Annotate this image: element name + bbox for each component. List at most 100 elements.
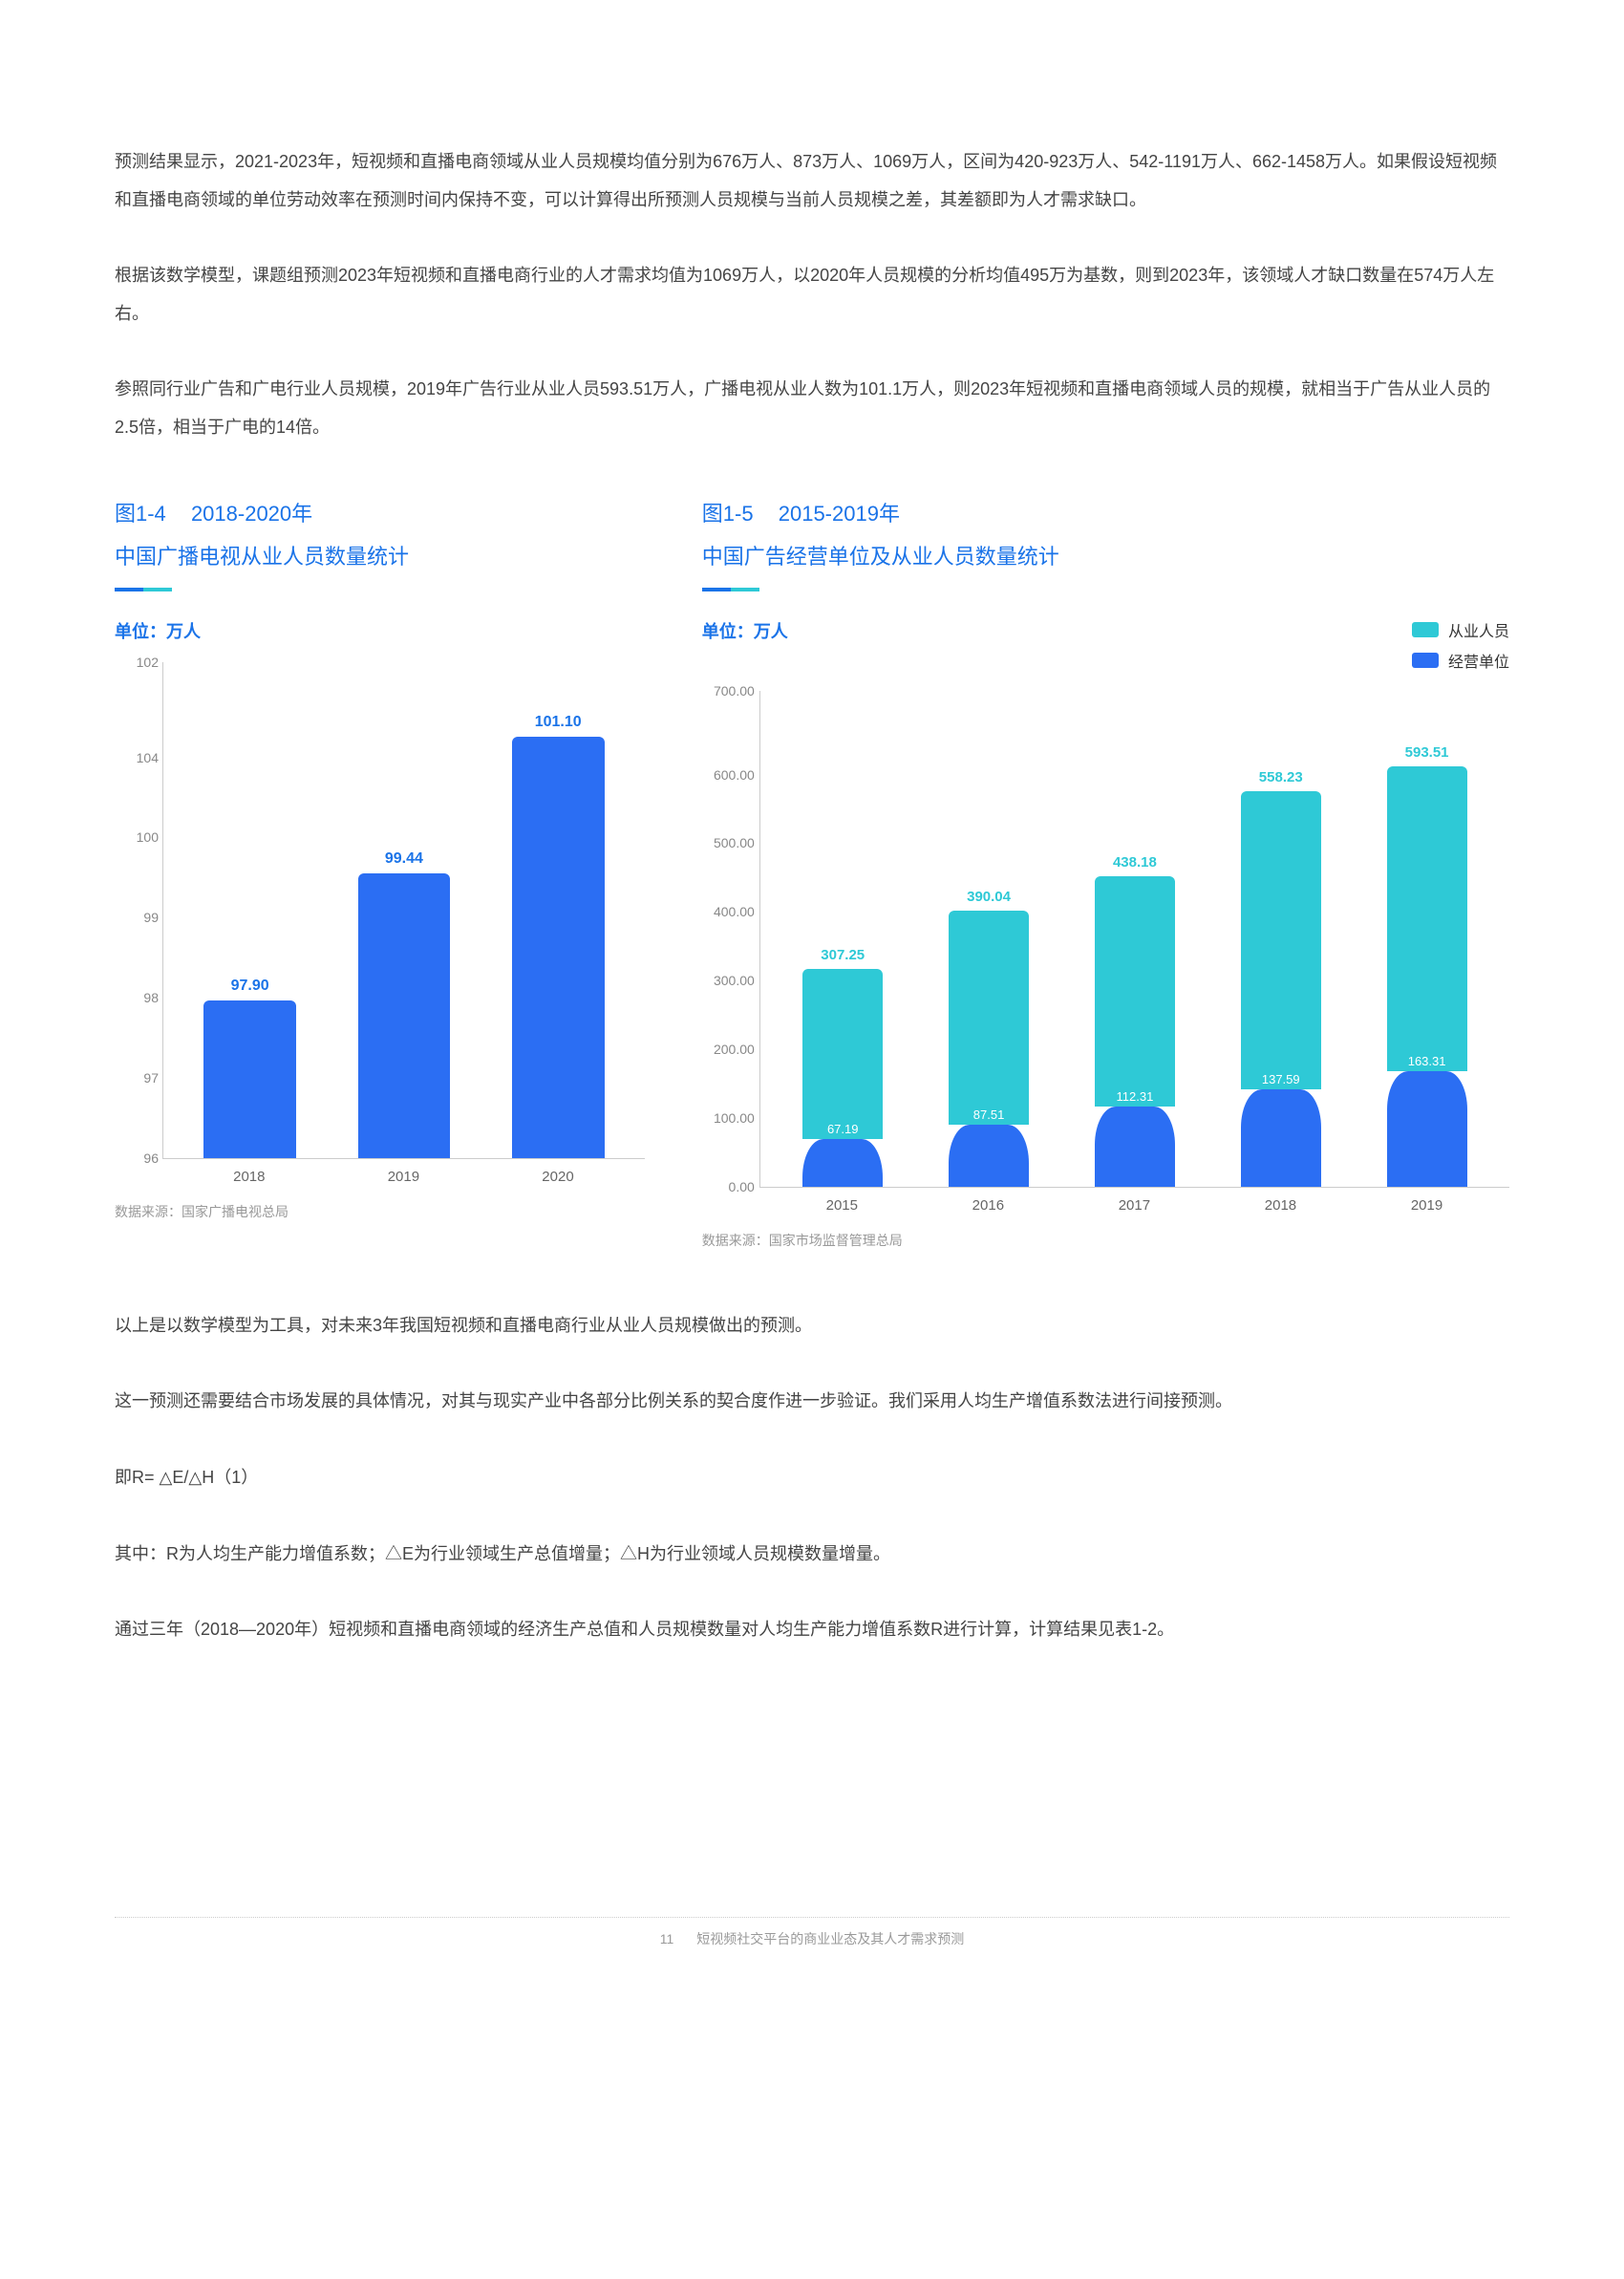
x-axis: 201820192020 <box>162 1159 645 1185</box>
chart-1-4: 图1-4 2018-2020年 中国广播电视从业人员数量统计 单位：万人 102… <box>115 495 645 1250</box>
charts-row: 图1-4 2018-2020年 中国广播电视从业人员数量统计 单位：万人 102… <box>115 495 1509 1250</box>
paragraph: 即R= △E/△H（1） <box>115 1459 1509 1497</box>
bar-slot: 99.44 <box>327 662 481 1158</box>
paragraph: 通过三年（2018—2020年）短视频和直播电商领域的经济生产总值和人员规模数量… <box>115 1611 1509 1649</box>
bar-top-label: 438.18 <box>1113 854 1157 871</box>
y-tick: 500.00 <box>701 835 755 850</box>
bar-segment-top <box>802 969 883 1139</box>
legend-item: 从业人员 <box>1412 618 1509 641</box>
fig-number: 图1-4 <box>115 502 166 526</box>
data-source: 数据来源：国家广播电视总局 <box>115 1202 645 1221</box>
bar-slot: 307.25 67.19 <box>770 691 916 1187</box>
bar-top-label: 593.51 <box>1405 744 1449 761</box>
bar-segment-label: 67.19 <box>827 1122 859 1136</box>
unit-row: 单位：万人 从业人员 经营单位 <box>702 618 1509 672</box>
x-axis: 20152016201720182019 <box>759 1188 1509 1214</box>
bar-value-label: 99.44 <box>385 850 423 868</box>
y-tick: 102 <box>116 655 159 670</box>
y-tick: 96 <box>116 1150 159 1166</box>
underline-decoration <box>702 588 759 591</box>
bar-top-label: 390.04 <box>967 889 1011 905</box>
stacked-bar: 87.51 <box>949 911 1029 1187</box>
bar-segment-top <box>1241 791 1321 1089</box>
y-tick: 400.00 <box>701 904 755 919</box>
bar-slot: 97.90 <box>173 662 327 1158</box>
x-label: 2016 <box>915 1197 1061 1214</box>
legend: 从业人员 经营单位 <box>1412 618 1509 672</box>
bar-segment-label: 87.51 <box>973 1107 1005 1122</box>
bar-value-label: 101.10 <box>535 714 582 731</box>
legend-item: 经营单位 <box>1412 649 1509 672</box>
chart-plot-area: 700.00600.00500.00400.00300.00200.00100.… <box>759 691 1509 1188</box>
x-label: 2020 <box>481 1169 635 1185</box>
bar-segment-bottom: 137.59 <box>1241 1089 1321 1187</box>
y-tick: 97 <box>116 1070 159 1086</box>
chart-1-5: 图1-5 2015-2019年 中国广告经营单位及从业人员数量统计 单位：万人 … <box>702 495 1509 1250</box>
y-tick: 0.00 <box>701 1179 755 1194</box>
bars-container: 307.25 67.19 390.04 87.51 438.18 112.31 558.23… <box>760 691 1509 1187</box>
paragraph: 根据该数学模型，课题组预测2023年短视频和直播电商行业的人才需求均值为1069… <box>115 257 1509 333</box>
data-source: 数据来源：国家市场监督管理总局 <box>702 1231 1509 1250</box>
legend-label: 从业人员 <box>1448 618 1509 641</box>
bar-segment-top <box>1095 876 1175 1107</box>
bar-segment-bottom: 87.51 <box>949 1125 1029 1187</box>
bar-segment-top <box>949 911 1029 1125</box>
bar-slot: 390.04 87.51 <box>916 691 1062 1187</box>
y-tick: 100.00 <box>701 1110 755 1126</box>
bar-segment-bottom: 163.31 <box>1387 1071 1467 1187</box>
x-label: 2015 <box>769 1197 915 1214</box>
legend-swatch <box>1412 653 1439 668</box>
page-number: 11 <box>660 1931 674 1946</box>
bar-segment-label: 163.31 <box>1408 1054 1446 1068</box>
bar-slot: 593.51 163.31 <box>1354 691 1500 1187</box>
x-label: 2017 <box>1061 1197 1207 1214</box>
bar-slot: 558.23 137.59 <box>1207 691 1354 1187</box>
chart-title: 图1-5 2015-2019年 <box>702 495 1509 533</box>
stacked-bar: 112.31 <box>1095 876 1175 1187</box>
unit-row: 单位：万人 <box>115 618 645 643</box>
y-tick: 700.00 <box>701 683 755 699</box>
bar-top-label: 558.23 <box>1259 769 1303 785</box>
stacked-bar: 163.31 <box>1387 766 1467 1187</box>
unit-label: 单位：万人 <box>115 618 201 643</box>
fig-years: 2018-2020年 <box>191 502 312 526</box>
y-tick: 300.00 <box>701 973 755 988</box>
bar <box>203 1000 296 1157</box>
stacked-bar: 67.19 <box>802 969 883 1187</box>
paragraph: 预测结果显示，2021-2023年，短视频和直播电商领域从业人员规模均值分别为6… <box>115 143 1509 219</box>
chart-title: 图1-4 2018-2020年 <box>115 495 645 533</box>
paragraph: 这一预测还需要结合市场发展的具体情况，对其与现实产业中各部分比例关系的契合度作进… <box>115 1383 1509 1421</box>
x-label: 2019 <box>1354 1197 1500 1214</box>
paragraph: 其中：R为人均生产能力增值系数；△E为行业领域生产总值增量；△H为行业领域人员规… <box>115 1536 1509 1574</box>
y-axis: 700.00600.00500.00400.00300.00200.00100.… <box>701 691 755 1187</box>
underline-decoration <box>115 588 172 591</box>
page-footer: 11 短视频社交平台的商业业态及其人才需求预测 <box>115 1917 1509 1948</box>
chart-subtitle: 中国广播电视从业人员数量统计 <box>115 538 645 576</box>
y-tick: 98 <box>116 990 159 1005</box>
chart-plot-area: 10210410099989796 97.9099.44101.10 <box>162 662 645 1159</box>
bar <box>358 873 451 1158</box>
y-tick: 99 <box>116 910 159 925</box>
x-label: 2018 <box>172 1169 327 1185</box>
y-axis: 10210410099989796 <box>116 662 159 1158</box>
bar-slot: 101.10 <box>481 662 635 1158</box>
bars-container: 97.90 99.44 101.10 <box>163 662 645 1158</box>
bar <box>512 737 605 1158</box>
y-tick: 600.00 <box>701 767 755 783</box>
stacked-bar: 137.59 <box>1241 791 1321 1187</box>
fig-number: 图1-5 <box>702 502 754 526</box>
legend-swatch <box>1412 622 1439 637</box>
paragraph: 参照同行业广告和广电行业人员规模，2019年广告行业从业人员593.51万人，广… <box>115 371 1509 446</box>
bar-top-label: 307.25 <box>821 947 865 963</box>
bar-value-label: 97.90 <box>231 978 269 995</box>
y-tick: 104 <box>116 750 159 765</box>
y-tick: 200.00 <box>701 1042 755 1057</box>
bar-segment-label: 112.31 <box>1117 1089 1154 1104</box>
bar-segment-bottom: 112.31 <box>1095 1107 1175 1186</box>
bar-segment-top <box>1387 766 1467 1071</box>
paragraph: 以上是以数学模型为工具，对未来3年我国短视频和直播电商行业从业人员规模做出的预测… <box>115 1307 1509 1345</box>
fig-years: 2015-2019年 <box>779 502 900 526</box>
document-page: 预测结果显示，2021-2023年，短视频和直播电商领域从业人员规模均值分别为6… <box>0 0 1624 2025</box>
unit-label: 单位：万人 <box>702 618 788 643</box>
doc-title: 短视频社交平台的商业业态及其人才需求预测 <box>696 1931 964 1946</box>
